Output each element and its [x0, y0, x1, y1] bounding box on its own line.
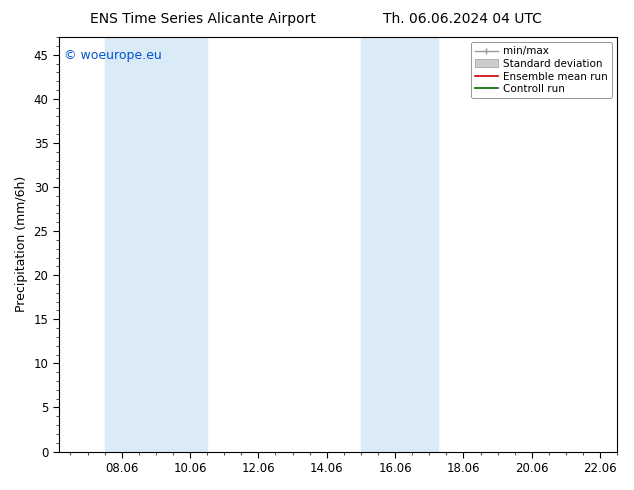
Text: ENS Time Series Alicante Airport: ENS Time Series Alicante Airport [90, 12, 316, 26]
Text: © woeurope.eu: © woeurope.eu [65, 49, 162, 63]
Y-axis label: Precipitation (mm/6h): Precipitation (mm/6h) [15, 176, 28, 313]
Bar [412, 37, 438, 452]
Legend: min/max, Standard deviation, Ensemble mean run, Controll run: min/max, Standard deviation, Ensemble me… [471, 42, 612, 98]
Bar [105, 37, 156, 452]
Text: Th. 06.06.2024 04 UTC: Th. 06.06.2024 04 UTC [384, 12, 542, 26]
Bar [156, 37, 207, 452]
Bar [361, 37, 412, 452]
